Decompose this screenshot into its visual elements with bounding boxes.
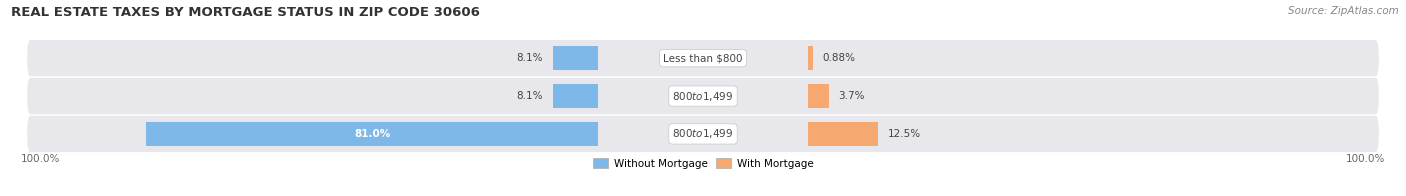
Bar (808, 46, 813, 70)
Text: Source: ZipAtlas.com: Source: ZipAtlas.com (1288, 6, 1399, 16)
Bar (808, 84, 828, 108)
FancyBboxPatch shape (27, 78, 1379, 114)
Text: $800 to $1,499: $800 to $1,499 (672, 90, 734, 103)
Text: 12.5%: 12.5% (887, 129, 921, 139)
Bar (146, 122, 598, 146)
Text: Less than $800: Less than $800 (664, 53, 742, 63)
Legend: Without Mortgage, With Mortgage: Without Mortgage, With Mortgage (589, 154, 817, 173)
Text: 100.0%: 100.0% (21, 154, 60, 164)
Text: 8.1%: 8.1% (516, 53, 543, 63)
Text: 8.1%: 8.1% (516, 91, 543, 101)
FancyBboxPatch shape (27, 40, 1379, 76)
Text: $800 to $1,499: $800 to $1,499 (672, 127, 734, 140)
FancyBboxPatch shape (27, 116, 1379, 152)
Text: 0.88%: 0.88% (823, 53, 856, 63)
Bar (553, 46, 598, 70)
Text: 100.0%: 100.0% (1346, 154, 1385, 164)
Text: 3.7%: 3.7% (838, 91, 865, 101)
Bar (808, 122, 877, 146)
Text: 81.0%: 81.0% (354, 129, 391, 139)
Bar (553, 84, 598, 108)
Text: REAL ESTATE TAXES BY MORTGAGE STATUS IN ZIP CODE 30606: REAL ESTATE TAXES BY MORTGAGE STATUS IN … (11, 6, 479, 19)
